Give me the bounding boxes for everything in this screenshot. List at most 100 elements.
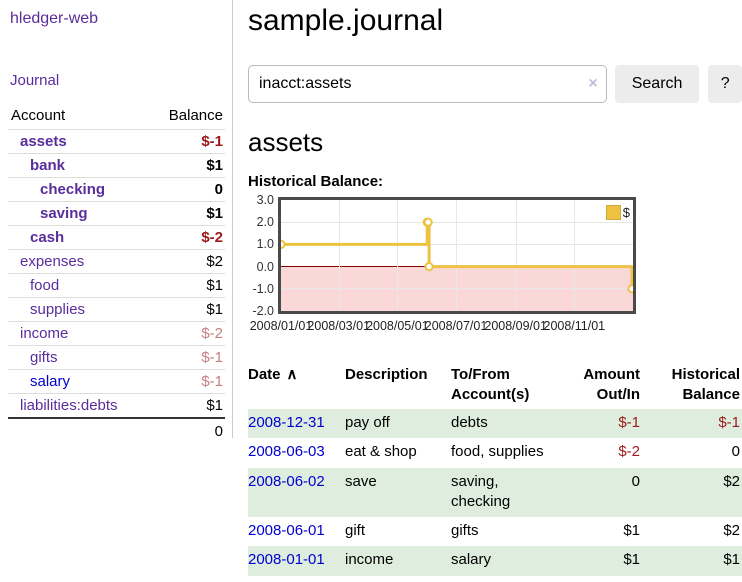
x-tick-label: 2008/07/01 [424,319,488,333]
chart-x-labels: 2008/01/01 2008/03/01 2008/05/01 2008/07/01… [250,319,630,337]
account-link-liabilities-debts[interactable]: liabilities:debts [20,397,118,414]
app-title-link[interactable]: hledger-web [10,10,99,27]
y-tick-label: 2.0 [256,215,274,230]
y-tick-label: 3.0 [256,193,274,207]
register-header-row: Date ∧ Description To/From Account(s) Amo… [248,363,742,409]
accounts-total-value: 0 [149,417,225,444]
page-title: sample.journal [248,4,444,37]
legend-label: $ [622,205,630,220]
v-gridline [456,200,458,311]
register-col-description: Description [345,366,428,383]
account-row: expenses $2 [8,249,225,274]
account-balance: $1 [149,273,225,298]
x-tick-label: 2008/01/01 [249,319,313,333]
x-tick-label: 2008/11/01 [543,319,606,333]
chart-y-labels: 3.0 2.0 1.0 0.0 -1.0 -2.0 [248,193,274,318]
account-link-assets[interactable]: assets [20,133,67,150]
help-button[interactable]: ? [708,65,742,103]
account-row: cash $-2 [8,225,225,250]
clear-search-icon[interactable]: × [588,75,598,92]
account-link-income[interactable]: income [20,325,69,342]
register-col-accounts: To/From Account(s) [451,366,530,403]
sidebar: hledger-web Journal Account Balance asse… [0,0,232,444]
account-link-bank[interactable]: bank [30,157,66,174]
account-link-supplies[interactable]: supplies [30,301,86,318]
transaction-date-link[interactable]: 2008-06-02 [248,472,325,490]
register-col-date[interactable]: Date ∧ [248,366,298,383]
account-link-expenses[interactable]: expenses [20,253,85,270]
register-row[interactable]: 2008-06-03 eat & shop food, supplies $-2… [248,438,742,467]
v-gridline [574,200,576,311]
x-tick-label: 2008/03/01 [307,319,370,333]
balance-series [281,217,633,294]
register-row[interactable]: 2008-01-01 income salary $1 $1 [248,546,742,576]
account-link-salary[interactable]: salary [30,373,71,390]
transaction-date-link[interactable]: 2008-12-31 [248,414,325,431]
transaction-accounts: saving, checking [451,472,511,510]
transaction-amount: $-2 [618,443,640,461]
transaction-description: gift [345,522,366,539]
account-link-saving[interactable]: saving [40,205,88,222]
search-button[interactable]: Search [614,65,700,103]
account-balance: $-1 [149,345,225,370]
legend-swatch-icon [605,205,621,220]
register-row[interactable]: 2008-12-31 pay off debts $-1 $-1 [248,409,742,439]
account-row: assets $-1 [8,129,225,154]
register-table: Date ∧ Description To/From Account(s) Amo… [248,363,742,576]
register-col-balance: Historical Balance [671,366,740,403]
x-tick-label: 2008/05/01 [366,319,429,333]
accounts-table: Account Balance assets $-1 bank $1 checkin… [8,105,225,444]
register-row[interactable]: 2008-06-02 save saving, checking 0 $2 [248,467,742,517]
account-balance: $1 [149,393,225,418]
account-balance: 0 [149,177,225,202]
account-link-food[interactable]: food [30,277,60,294]
account-balance: $-1 [149,129,225,154]
v-gridline [397,200,399,311]
account-balance: $-2 [149,321,225,346]
v-gridline [515,200,517,311]
chart-legend: $ [605,205,630,220]
search-form: × Search ? [248,65,742,103]
transaction-amount: $-1 [618,414,640,431]
account-balance: $-1 [149,369,225,394]
chart-plot-area: $ [278,197,636,314]
account-link-checking[interactable]: checking [40,181,106,198]
account-balance: $-2 [149,225,225,250]
transaction-balance: 0 [731,443,740,461]
account-row: saving $1 [8,201,225,226]
transaction-accounts: debts [451,414,488,431]
account-heading: assets [248,127,324,157]
account-row: food $1 [8,273,225,298]
account-balance: $1 [149,153,225,178]
transaction-balance: $-1 [718,414,740,431]
register-row[interactable]: 2008-06-01 gift gifts $1 $2 [248,517,742,546]
transaction-accounts: food, supplies [451,443,544,461]
transaction-balance: $2 [723,472,740,490]
transaction-date-link[interactable]: 2008-01-01 [248,551,325,569]
search-input[interactable] [248,65,607,103]
account-row: bank $1 [8,153,225,178]
y-tick-label: -2.0 [252,304,274,318]
accounts-total-row: 0 [8,417,225,444]
account-balance: $1 [149,297,225,322]
x-tick-label: 2008/09/01 [484,319,547,333]
transaction-description: save [345,472,377,490]
v-gridline [338,200,340,311]
transaction-description: pay off [345,414,390,431]
transaction-description: income [345,551,394,569]
sort-ascending-icon: ∧ [286,366,298,383]
account-link-cash[interactable]: cash [30,229,65,246]
transaction-accounts: gifts [451,522,479,539]
account-row: checking 0 [8,177,225,202]
sidebar-item-journal[interactable]: Journal [10,72,60,89]
transaction-date-link[interactable]: 2008-06-01 [248,522,325,539]
transaction-balance: $2 [723,522,740,539]
accounts-col-account: Account [11,107,66,124]
transaction-balance: $1 [723,551,740,569]
y-tick-label: -1.0 [252,281,274,296]
transaction-amount: 0 [631,472,640,490]
sidebar-divider [232,0,233,438]
transaction-date-link[interactable]: 2008-06-03 [248,443,325,461]
account-row: supplies $1 [8,297,225,322]
account-link-gifts[interactable]: gifts [30,349,58,366]
